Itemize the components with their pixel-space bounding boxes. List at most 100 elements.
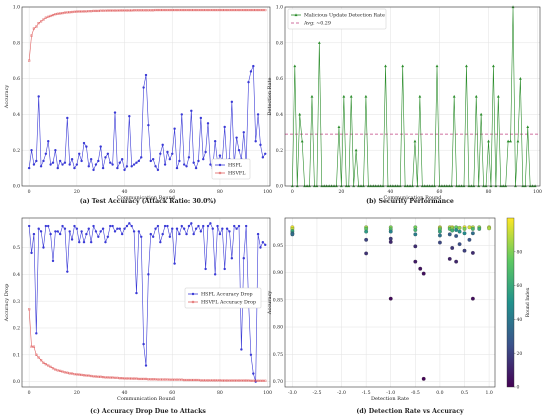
data-point [166,8,169,12]
data-point [137,377,140,381]
data-point [247,80,250,84]
data-point [118,161,121,164]
data-point [78,240,81,244]
data-point [209,163,212,166]
x-tick-label: 40 [122,390,128,396]
scatter-point [454,228,459,232]
data-point [185,232,188,236]
data-point [152,378,155,381]
y-tick-label: 0.80 [273,325,283,331]
data-point [218,154,222,157]
data-point [221,379,224,382]
x-tick-label: -0.5 [411,390,420,396]
data-point [300,139,304,143]
data-point [116,166,119,170]
data-point [163,224,167,228]
data-point [154,378,157,381]
data-point [149,378,152,381]
scatter-point [364,237,369,242]
data-point [166,378,169,381]
data-point [56,12,59,15]
data-point [261,8,264,12]
data-point [49,232,52,236]
data-point [190,222,193,225]
scatter-point [421,271,426,276]
data-point [27,166,31,170]
x-tick-label: 1.0 [485,390,492,396]
data-point [144,73,148,77]
data-point [204,379,207,382]
data-point [101,375,105,379]
data-point [28,308,31,311]
data-point [197,378,200,382]
y-axis-label: Accuracy [4,85,10,110]
data-point [183,8,186,12]
data-point [192,161,195,164]
x-tick-label: 0 [291,189,294,195]
data-point [44,363,47,366]
data-point [130,377,133,380]
data-point [252,64,255,68]
x-tick-label: 20 [338,189,344,195]
data-point [47,140,50,143]
data-point [190,378,193,382]
data-point [194,378,198,382]
scatter-point [462,248,467,253]
scatter-point [388,236,393,241]
data-point [94,163,98,166]
data-point [70,372,74,375]
colorbar-tick-label: 60 [517,283,523,289]
data-point [194,227,198,230]
data-point [199,379,202,382]
data-point [47,224,50,228]
scatter-point [462,227,467,231]
scatter-point [470,231,475,236]
scatter-point [413,244,418,249]
scatter-point [457,242,462,247]
data-point [75,373,78,376]
data-point [137,9,140,12]
data-point [349,94,353,98]
data-point [492,64,495,68]
data-point [61,224,64,228]
data-point [228,8,231,12]
y-tick-label: 0.3 [13,299,20,305]
data-point [113,376,117,379]
data-point [518,77,522,80]
data-point [42,361,45,364]
data-point [168,235,172,238]
data-point [120,232,124,236]
data-point [152,9,155,12]
data-point [264,152,267,155]
data-point [128,114,131,118]
data-point [192,232,195,236]
data-point [218,379,222,382]
x-tick-label: 0 [28,189,31,195]
data-point [66,270,69,273]
data-point [92,224,95,228]
data-point [202,379,205,382]
legend-box [287,8,387,30]
data-point [256,232,260,236]
data-point [125,224,129,228]
data-point [180,8,183,12]
data-point [163,163,167,166]
data-point [171,152,174,155]
scatter-point [438,240,442,245]
x-tick-label: 100 [533,189,542,195]
data-point [452,94,456,98]
data-point [135,377,138,380]
data-point [27,224,31,228]
data-point [35,159,38,163]
data-point [178,8,181,12]
caption-c: (c) Accuracy Drop Due to Attacks [90,408,206,415]
data-point [216,224,219,228]
data-point [384,64,387,68]
data-point [32,345,36,348]
data-point [230,8,233,12]
x-tick-label: 80 [486,189,492,195]
data-point [206,122,210,125]
data-point [218,8,222,12]
data-point [89,240,93,244]
data-point [42,18,45,21]
